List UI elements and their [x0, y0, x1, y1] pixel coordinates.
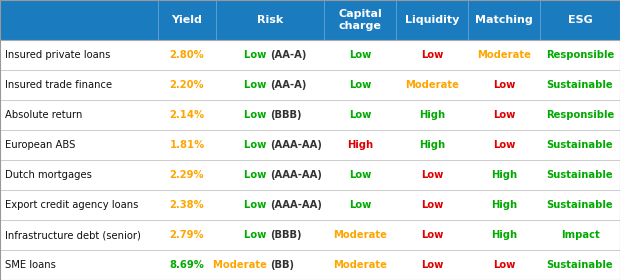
- Text: Low: Low: [421, 230, 443, 240]
- Text: Low: Low: [493, 140, 515, 150]
- Text: Low: Low: [244, 140, 270, 150]
- Text: Moderate: Moderate: [213, 260, 270, 270]
- Text: SME loans: SME loans: [5, 260, 56, 270]
- Text: Low: Low: [493, 110, 515, 120]
- Bar: [0, 250, 620, 280]
- Text: High: High: [491, 200, 517, 210]
- Text: 2.79%: 2.79%: [170, 230, 205, 240]
- Text: Insured trade finance: Insured trade finance: [5, 80, 112, 90]
- Text: Responsible: Responsible: [546, 110, 614, 120]
- Text: (AA-A): (AA-A): [270, 80, 306, 90]
- Text: High: High: [491, 170, 517, 180]
- Bar: [0, 190, 620, 220]
- Text: High: High: [491, 230, 517, 240]
- Text: Low: Low: [244, 80, 270, 90]
- Text: Yield: Yield: [172, 15, 203, 25]
- Bar: [0, 100, 620, 130]
- Text: Low: Low: [349, 110, 371, 120]
- Text: Low: Low: [244, 230, 270, 240]
- Bar: [0, 40, 620, 70]
- Text: Sustainable: Sustainable: [547, 140, 613, 150]
- Text: Sustainable: Sustainable: [547, 80, 613, 90]
- Text: (AAA-AA): (AAA-AA): [270, 170, 322, 180]
- Text: High: High: [419, 140, 445, 150]
- Text: Liquidity: Liquidity: [405, 15, 459, 25]
- Text: Moderate: Moderate: [405, 80, 459, 90]
- Text: Matching: Matching: [475, 15, 533, 25]
- Text: Absolute return: Absolute return: [5, 110, 82, 120]
- Text: 2.80%: 2.80%: [170, 50, 205, 60]
- Text: High: High: [347, 140, 373, 150]
- Text: Low: Low: [493, 260, 515, 270]
- Text: Low: Low: [244, 110, 270, 120]
- Text: Low: Low: [349, 80, 371, 90]
- Text: European ABS: European ABS: [5, 140, 76, 150]
- Text: Low: Low: [244, 170, 270, 180]
- Text: Insured private loans: Insured private loans: [5, 50, 110, 60]
- Bar: [0, 0, 620, 40]
- Text: Moderate: Moderate: [333, 260, 387, 270]
- Text: 2.20%: 2.20%: [170, 80, 205, 90]
- Text: Low: Low: [421, 200, 443, 210]
- Text: Low: Low: [349, 200, 371, 210]
- Text: High: High: [419, 110, 445, 120]
- Text: Low: Low: [493, 80, 515, 90]
- Text: Capital
charge: Capital charge: [338, 9, 382, 31]
- Bar: [0, 160, 620, 190]
- Text: 2.29%: 2.29%: [170, 170, 205, 180]
- Text: Low: Low: [244, 50, 270, 60]
- Bar: [0, 130, 620, 160]
- Text: Low: Low: [421, 50, 443, 60]
- Text: Dutch mortgages: Dutch mortgages: [5, 170, 92, 180]
- Text: 1.81%: 1.81%: [169, 140, 205, 150]
- Text: ESG: ESG: [568, 15, 592, 25]
- Text: Moderate: Moderate: [333, 230, 387, 240]
- Text: Infrastructure debt (senior): Infrastructure debt (senior): [5, 230, 141, 240]
- Text: (BBB): (BBB): [270, 110, 301, 120]
- Text: Responsible: Responsible: [546, 50, 614, 60]
- Bar: [0, 220, 620, 250]
- Text: Sustainable: Sustainable: [547, 170, 613, 180]
- Text: Low: Low: [244, 200, 270, 210]
- Text: Risk: Risk: [257, 15, 283, 25]
- Text: Low: Low: [349, 50, 371, 60]
- Text: Low: Low: [421, 170, 443, 180]
- Text: Impact: Impact: [560, 230, 600, 240]
- Text: 8.69%: 8.69%: [169, 260, 205, 270]
- Text: Sustainable: Sustainable: [547, 260, 613, 270]
- Text: 2.38%: 2.38%: [170, 200, 205, 210]
- Text: Export credit agency loans: Export credit agency loans: [5, 200, 138, 210]
- Text: (AA-A): (AA-A): [270, 50, 306, 60]
- Text: (BB): (BB): [270, 260, 294, 270]
- Text: 2.14%: 2.14%: [169, 110, 205, 120]
- Text: (BBB): (BBB): [270, 230, 301, 240]
- Text: Low: Low: [421, 260, 443, 270]
- Text: Moderate: Moderate: [477, 50, 531, 60]
- Bar: [0, 70, 620, 100]
- Text: (AAA-AA): (AAA-AA): [270, 200, 322, 210]
- Text: Low: Low: [349, 170, 371, 180]
- Text: Sustainable: Sustainable: [547, 200, 613, 210]
- Text: (AAA-AA): (AAA-AA): [270, 140, 322, 150]
